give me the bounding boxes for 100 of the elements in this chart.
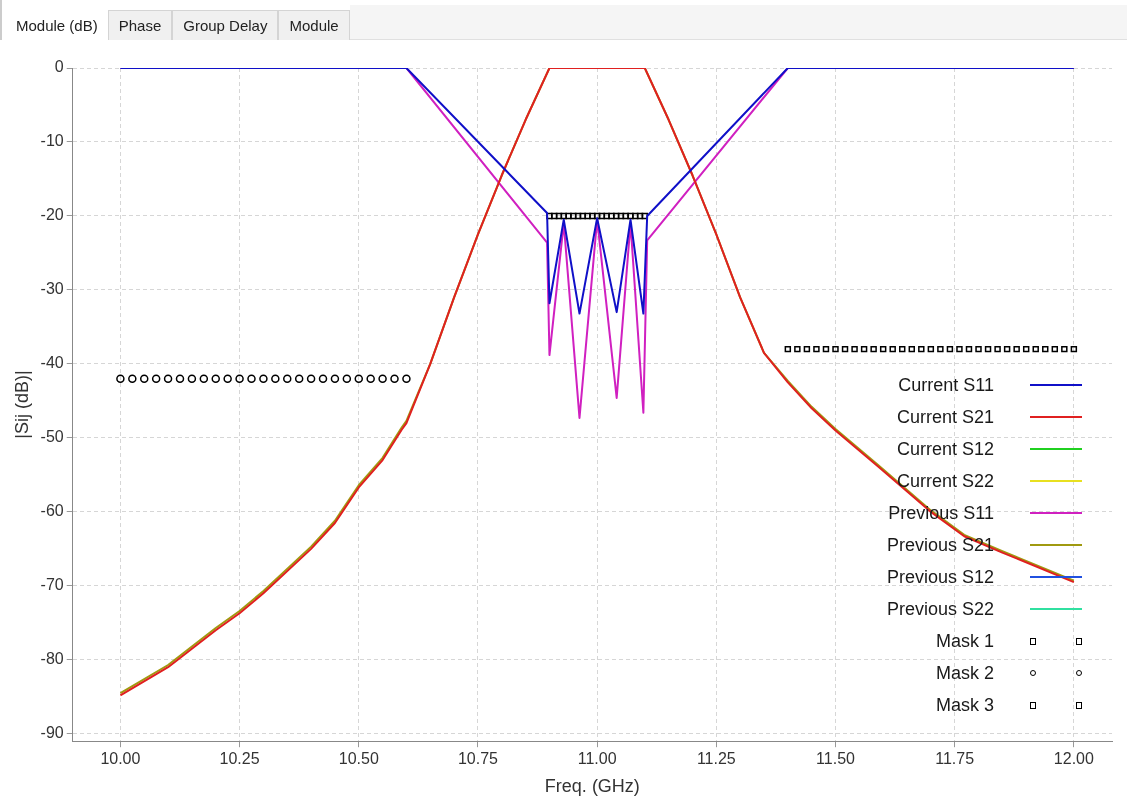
y-tick-label: 0 bbox=[54, 58, 64, 76]
point bbox=[555, 212, 563, 220]
point bbox=[632, 212, 639, 220]
legend-label: Previous S12 bbox=[886, 566, 994, 588]
point bbox=[832, 345, 839, 353]
point bbox=[627, 212, 634, 220]
x-tick-label: 11.00 bbox=[577, 750, 617, 768]
legend-label: Mask 1 bbox=[935, 630, 994, 652]
point bbox=[937, 345, 944, 353]
point bbox=[851, 345, 858, 353]
point bbox=[579, 212, 587, 220]
point bbox=[984, 345, 992, 353]
point bbox=[151, 374, 161, 383]
point bbox=[1003, 345, 1011, 353]
point bbox=[956, 345, 963, 353]
legend-label: Previous S22 bbox=[886, 598, 994, 620]
point bbox=[283, 374, 292, 383]
y-tick-label: -20 bbox=[40, 206, 64, 224]
point bbox=[918, 345, 925, 353]
point bbox=[187, 374, 197, 383]
point bbox=[1042, 345, 1049, 353]
point bbox=[603, 212, 610, 220]
point bbox=[1051, 345, 1059, 353]
text: Phase bbox=[107, 10, 173, 40]
point bbox=[1013, 345, 1020, 353]
point bbox=[879, 345, 887, 353]
point bbox=[116, 374, 125, 383]
point bbox=[318, 374, 328, 383]
text: Module bbox=[278, 10, 350, 40]
point bbox=[1070, 345, 1078, 353]
point bbox=[175, 374, 185, 383]
point bbox=[551, 212, 558, 220]
point bbox=[612, 212, 620, 220]
y-tick-label: -10 bbox=[40, 132, 64, 150]
y-tick-label: -60 bbox=[40, 502, 64, 520]
point bbox=[803, 345, 811, 353]
x-tick-label: 11.50 bbox=[816, 750, 856, 768]
point bbox=[927, 345, 935, 353]
x-tick-label: 10.00 bbox=[100, 750, 141, 768]
y-tick-label: -90 bbox=[40, 724, 64, 742]
point bbox=[199, 374, 209, 383]
point bbox=[584, 212, 591, 220]
point bbox=[560, 212, 567, 220]
y-tick-label: -70 bbox=[40, 576, 64, 594]
point bbox=[622, 212, 629, 220]
legend-label: Current S11 bbox=[898, 374, 994, 396]
point bbox=[366, 374, 375, 383]
y-tick-label: -40 bbox=[40, 354, 64, 372]
point bbox=[574, 212, 582, 220]
point bbox=[598, 212, 606, 220]
y-axis-title: |Sij (dB)| bbox=[11, 370, 32, 439]
x-tick-label: 10.25 bbox=[219, 750, 260, 768]
point bbox=[306, 374, 316, 383]
point bbox=[994, 345, 1001, 353]
point bbox=[946, 345, 954, 353]
point bbox=[794, 345, 801, 353]
x-axis-title: Freq. (GHz) bbox=[544, 776, 640, 797]
point bbox=[354, 374, 364, 383]
y-tick-label: -50 bbox=[40, 428, 64, 446]
point bbox=[223, 374, 232, 383]
legend-label: Current S21 bbox=[896, 406, 994, 428]
point bbox=[294, 374, 304, 383]
point bbox=[565, 212, 572, 220]
point bbox=[641, 212, 649, 220]
point bbox=[822, 345, 830, 353]
legend-label: Current S22 bbox=[896, 470, 994, 492]
y-tick-label: -30 bbox=[40, 280, 64, 298]
x-tick-label: 10.75 bbox=[457, 750, 499, 768]
point bbox=[889, 345, 896, 353]
point bbox=[271, 374, 280, 383]
point bbox=[1022, 345, 1030, 353]
point bbox=[589, 212, 596, 220]
point bbox=[608, 212, 615, 220]
point bbox=[870, 345, 877, 353]
point bbox=[128, 374, 137, 383]
point bbox=[259, 374, 268, 383]
point bbox=[570, 212, 577, 220]
x-tick-label: 11.25 bbox=[696, 750, 736, 768]
point bbox=[617, 212, 625, 220]
text: Group Delay bbox=[172, 10, 279, 40]
point bbox=[593, 212, 601, 220]
legend-label: Mask 3 bbox=[935, 694, 994, 716]
point bbox=[546, 212, 553, 220]
point bbox=[342, 374, 352, 383]
legend-label: Current S12 bbox=[896, 438, 994, 460]
point bbox=[211, 374, 220, 383]
point bbox=[965, 345, 973, 353]
point bbox=[975, 345, 982, 353]
legend-label: Mask 2 bbox=[935, 662, 994, 684]
point bbox=[860, 345, 868, 353]
point bbox=[899, 345, 906, 353]
point bbox=[390, 374, 399, 383]
point bbox=[1061, 345, 1068, 353]
point bbox=[908, 345, 915, 353]
point bbox=[636, 212, 644, 220]
point bbox=[163, 374, 173, 383]
x-tick-label: 11.75 bbox=[935, 750, 975, 768]
point bbox=[247, 374, 256, 383]
point bbox=[139, 374, 149, 383]
point bbox=[378, 374, 387, 383]
